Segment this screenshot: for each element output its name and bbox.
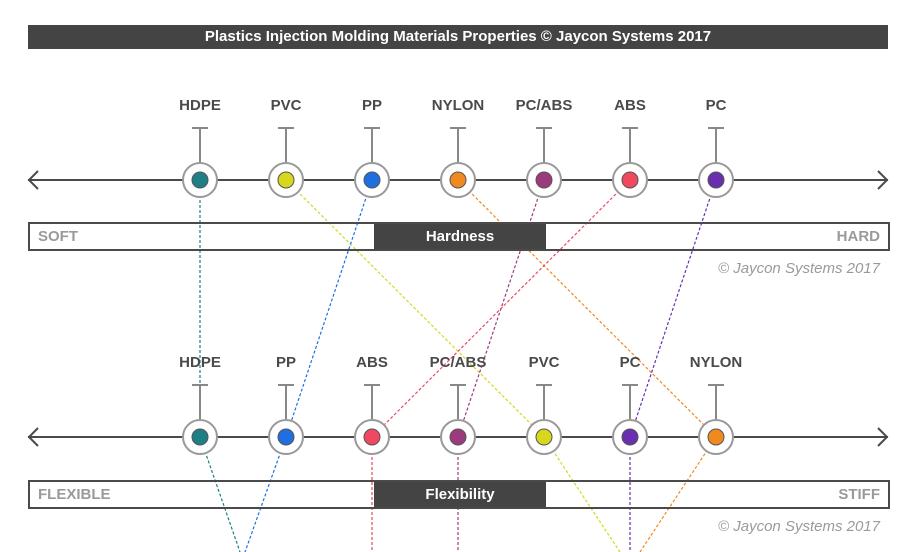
marker-dot xyxy=(707,171,725,189)
marker-pc-abs: PC/ABS xyxy=(516,97,573,198)
marker-pvc: PVC xyxy=(526,354,562,455)
marker-nylon: NYLON xyxy=(432,97,485,198)
marker-hdpe: HDPE xyxy=(179,354,221,455)
flexibility-scale-bar: FLEXIBLE Flexibility STIFF xyxy=(28,480,890,509)
hard-label: HARD xyxy=(836,228,880,245)
marker-dot xyxy=(707,428,725,446)
stiff-label: STIFF xyxy=(838,486,880,503)
marker-dot xyxy=(191,428,209,446)
material-label: NYLON xyxy=(432,97,485,114)
material-label: PVC xyxy=(271,97,302,114)
marker-pc: PC xyxy=(698,97,734,198)
marker-dot xyxy=(535,171,553,189)
marker-dot xyxy=(449,171,467,189)
marker-dot xyxy=(621,171,639,189)
material-label: PC xyxy=(620,354,641,371)
marker-abs: ABS xyxy=(354,354,390,455)
left-arrow-icon xyxy=(27,427,39,447)
left-arrow-icon xyxy=(27,170,39,190)
marker-hdpe: HDPE xyxy=(179,97,221,198)
copyright-text: © Jaycon Systems 2017 xyxy=(718,518,880,535)
marker-dot xyxy=(621,428,639,446)
material-label: PP xyxy=(276,354,296,371)
material-label: ABS xyxy=(356,354,388,371)
connector-down-nylon xyxy=(639,436,717,552)
connector-pc xyxy=(629,179,717,438)
material-label: PC xyxy=(706,97,727,114)
marker-dot xyxy=(277,428,295,446)
hardness-axis: HDPE PVC PP NYLON PC/ABS ABS PC xyxy=(27,97,889,198)
connector-nylon xyxy=(457,179,717,438)
material-label: PP xyxy=(362,97,382,114)
material-label: NYLON xyxy=(690,354,743,371)
copyright-text: © Jaycon Systems 2017 xyxy=(718,260,880,277)
marker-dot xyxy=(535,428,553,446)
connector-down-pp xyxy=(244,436,287,552)
page-title: Plastics Injection Molding Materials Pro… xyxy=(28,25,888,49)
marker-dot xyxy=(363,428,381,446)
marker-dot xyxy=(363,171,381,189)
material-label: HDPE xyxy=(179,354,221,371)
marker-pc: PC xyxy=(612,354,648,455)
marker-abs: ABS xyxy=(612,97,648,198)
connector-abs xyxy=(371,179,631,438)
connector-down-pvc xyxy=(543,436,621,552)
marker-dot xyxy=(277,171,295,189)
hardness-scale-bar: SOFT Hardness HARD xyxy=(28,222,890,251)
marker-dot xyxy=(191,171,209,189)
right-arrow-icon xyxy=(877,170,889,190)
hardness-label: Hardness xyxy=(374,224,546,249)
material-label: PC/ABS xyxy=(430,354,487,371)
flexibility-axis: HDPE PP ABS PC/ABS PVC PC NYLON xyxy=(27,354,889,455)
right-arrow-icon xyxy=(877,427,889,447)
material-label: HDPE xyxy=(179,97,221,114)
flexibility-label: Flexibility xyxy=(374,482,546,507)
connector-pp xyxy=(285,179,373,438)
flexible-label: FLEXIBLE xyxy=(38,486,111,503)
connector-pvc xyxy=(285,179,545,438)
connector-down-hdpe xyxy=(199,436,241,552)
marker-pp: PP xyxy=(354,97,390,198)
marker-dot xyxy=(449,428,467,446)
marker-pc-abs: PC/ABS xyxy=(430,354,487,455)
marker-nylon: NYLON xyxy=(690,354,743,455)
marker-pp: PP xyxy=(268,354,304,455)
soft-label: SOFT xyxy=(38,228,78,245)
material-label: PVC xyxy=(529,354,560,371)
material-label: PC/ABS xyxy=(516,97,573,114)
material-label: ABS xyxy=(614,97,646,114)
marker-pvc: PVC xyxy=(268,97,304,198)
